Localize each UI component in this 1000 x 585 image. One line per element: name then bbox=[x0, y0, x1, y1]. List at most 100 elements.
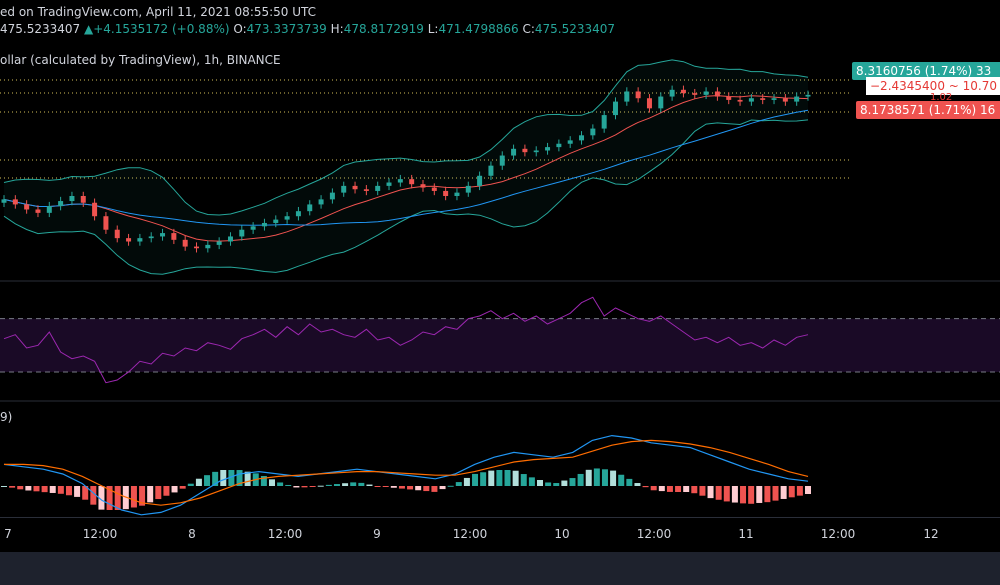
macd-histogram-bar bbox=[545, 482, 552, 486]
macd-histogram-bar bbox=[130, 486, 137, 508]
macd-histogram-bar bbox=[496, 470, 503, 486]
price-tag-lower: 8.1738571 (1.71%) 16 bbox=[856, 101, 1000, 119]
macd-histogram-bar bbox=[98, 486, 105, 510]
candle bbox=[420, 184, 426, 188]
bollinger-lower-line bbox=[3, 119, 809, 275]
ohlc-readout: 475.5233407 ▲+4.1535172 (+0.88%) O:473.3… bbox=[0, 22, 615, 36]
macd-histogram-bar bbox=[390, 486, 397, 488]
candle bbox=[556, 143, 562, 148]
macd-histogram-bar bbox=[610, 470, 617, 486]
chart-canvas[interactable] bbox=[0, 0, 1000, 517]
candle bbox=[703, 91, 709, 95]
macd-histogram-bar bbox=[423, 486, 430, 492]
bollinger-basis-line bbox=[3, 95, 809, 242]
candle bbox=[488, 165, 494, 176]
candle bbox=[794, 96, 800, 102]
candle bbox=[590, 128, 596, 136]
macd-histogram-bar bbox=[9, 486, 16, 488]
macd-histogram-bar bbox=[350, 482, 357, 486]
candle bbox=[545, 147, 551, 151]
macd-histogram-bar bbox=[342, 483, 349, 486]
candle bbox=[511, 148, 517, 156]
macd-histogram-bar bbox=[398, 486, 405, 489]
macd-histogram-bar bbox=[748, 486, 755, 504]
time-tick: 12:00 bbox=[820, 527, 856, 541]
last-price: 475.5233407 bbox=[0, 22, 81, 36]
macd-histogram-bar bbox=[415, 486, 422, 491]
macd-histogram-bar bbox=[715, 486, 722, 500]
macd-histogram-bar bbox=[626, 478, 633, 486]
rsi-band bbox=[0, 318, 1000, 372]
macd-histogram-bar bbox=[537, 480, 543, 486]
rsi-line bbox=[3, 296, 809, 384]
candle bbox=[250, 226, 256, 230]
candle bbox=[522, 148, 528, 153]
macd-histogram-bar bbox=[764, 486, 771, 503]
macd-histogram-bar bbox=[512, 470, 519, 486]
macd-histogram-bar bbox=[366, 484, 373, 486]
time-tick: 12:00 bbox=[82, 527, 118, 541]
high-value: 478.8172919 bbox=[343, 22, 424, 36]
macd-histogram-bar bbox=[796, 486, 803, 496]
macd-histogram-bar bbox=[691, 486, 698, 494]
macd-histogram-bar bbox=[805, 486, 811, 494]
macd-histogram-bar bbox=[666, 486, 673, 492]
macd-histogram-bar bbox=[504, 470, 511, 486]
published-text: ed on TradingView.com, April 11, 2021 08… bbox=[0, 5, 317, 19]
macd-histogram-bar bbox=[772, 486, 779, 501]
candle bbox=[318, 199, 324, 205]
candle bbox=[533, 150, 539, 153]
candle bbox=[284, 216, 290, 220]
moving-average-line bbox=[3, 109, 809, 226]
candle bbox=[771, 98, 777, 100]
time-tick: 7 bbox=[4, 527, 12, 541]
candle bbox=[726, 96, 732, 100]
candle bbox=[239, 229, 245, 237]
macd-histogram-bar bbox=[431, 486, 438, 492]
macd-histogram-bar bbox=[601, 469, 608, 486]
macd-histogram-bar bbox=[382, 486, 389, 487]
macd-histogram-bar bbox=[788, 486, 795, 498]
bottom-bar bbox=[0, 552, 1000, 585]
candle bbox=[261, 222, 267, 227]
macd-histogram-bar bbox=[439, 486, 446, 490]
macd-histogram-bar bbox=[17, 486, 24, 490]
candle bbox=[171, 233, 177, 240]
candle bbox=[341, 185, 347, 193]
macd-histogram-bar bbox=[358, 482, 365, 486]
macd-histogram-bar bbox=[683, 486, 690, 492]
macd-histogram-bar bbox=[455, 482, 462, 486]
macd-histogram-bar bbox=[139, 486, 146, 506]
candle bbox=[409, 179, 415, 185]
candle bbox=[635, 91, 641, 99]
candle bbox=[375, 185, 381, 191]
macd-histogram-bar bbox=[82, 486, 89, 500]
candle bbox=[58, 201, 64, 207]
candle bbox=[658, 96, 664, 109]
open-label: O: bbox=[233, 22, 247, 36]
candle bbox=[748, 98, 754, 102]
macd-histogram-bar bbox=[309, 486, 316, 487]
time-axis[interactable]: 7 12:00 8 12:00 9 12:00 10 12:00 11 12:00 12 bbox=[0, 517, 1000, 552]
candle bbox=[182, 239, 188, 247]
macd-histogram-bar bbox=[472, 473, 479, 486]
macd-histogram-bar bbox=[293, 486, 300, 488]
candle bbox=[601, 115, 607, 129]
macd-histogram-bar bbox=[114, 486, 121, 510]
macd-histogram-bar bbox=[285, 484, 292, 486]
candle bbox=[205, 244, 211, 249]
candle bbox=[69, 196, 75, 202]
macd-histogram-bar bbox=[480, 472, 487, 486]
high-label: H: bbox=[330, 22, 344, 36]
macd-histogram-bar bbox=[585, 469, 592, 486]
macd-label: 9) bbox=[0, 410, 13, 424]
published-info: ed on TradingView.com, April 11, 2021 08… bbox=[0, 5, 316, 19]
macd-histogram-bar bbox=[333, 484, 340, 486]
macd-histogram-bar bbox=[707, 486, 714, 499]
macd-histogram-bar bbox=[569, 478, 576, 486]
close-label: C: bbox=[522, 22, 535, 36]
low-label: L: bbox=[427, 22, 439, 36]
candle bbox=[92, 202, 98, 217]
macd-histogram-bar bbox=[634, 483, 641, 486]
macd-histogram-bar bbox=[528, 477, 535, 486]
